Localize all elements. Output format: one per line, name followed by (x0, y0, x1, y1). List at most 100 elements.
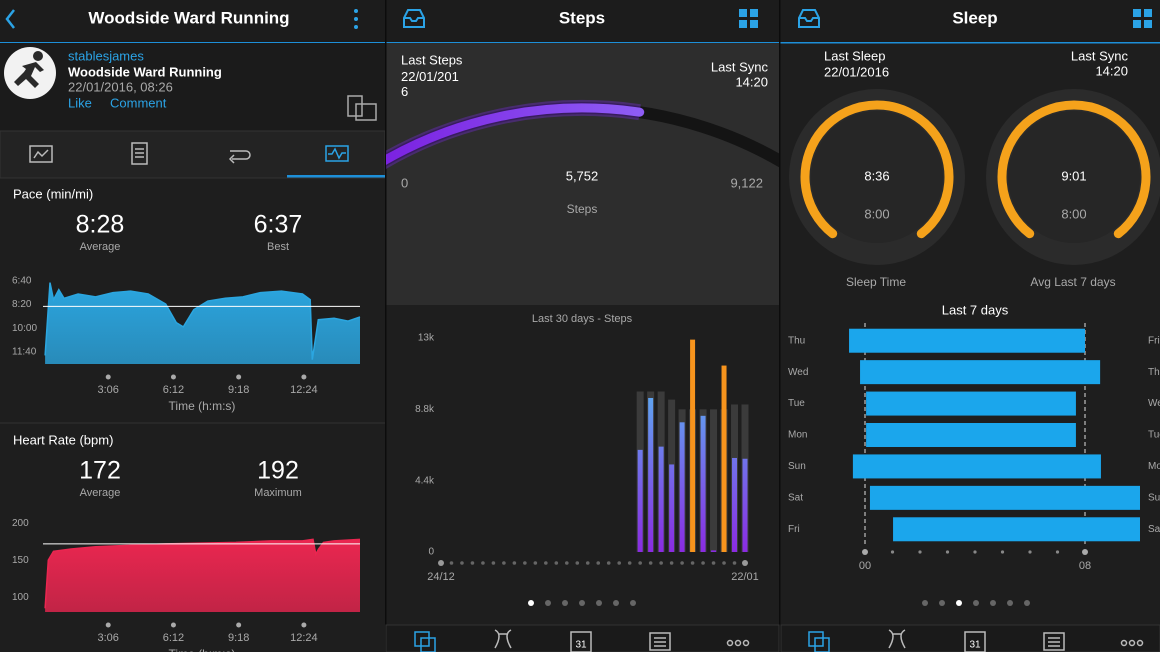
header-title: Steps (559, 8, 605, 27)
sleep-bar (869, 485, 1140, 510)
gauge-value: 5,752 (566, 168, 599, 183)
x-tick-dot (170, 374, 176, 380)
user-name[interactable]: stablesjames (68, 48, 144, 63)
sleep-bar (849, 328, 1085, 353)
nav-icons[interactable]: 31 (414, 629, 750, 652)
share-icon[interactable] (347, 95, 377, 121)
nav-calendar (570, 631, 592, 652)
minor-tick-dot (1028, 550, 1032, 554)
gauge-ring (800, 100, 954, 239)
last-sleep-date: 22/01/2016 (824, 64, 889, 79)
row-label: Mon (788, 430, 807, 441)
row-label: Tue (788, 398, 805, 409)
nav-more (1128, 639, 1136, 647)
tab-icons[interactable] (29, 142, 349, 165)
gauge-caption: Avg Last 7 days (1030, 275, 1115, 289)
page-dot (613, 600, 619, 606)
gauge-caption: Steps (567, 202, 598, 216)
gauge-value (386, 103, 645, 165)
grid-icon[interactable] (739, 9, 758, 28)
active-tab (287, 175, 385, 178)
last-sync-time: 14:20 (1095, 63, 1128, 78)
page-dot (596, 600, 602, 606)
x-tick-dot (236, 622, 242, 628)
page-dot (545, 600, 551, 606)
row-label: Sat (788, 492, 803, 503)
last-steps-label: Last Steps (401, 52, 463, 67)
row-end-label: Fri (1148, 335, 1160, 346)
back-icon[interactable] (5, 9, 15, 29)
gauge-goal: 8:00 (864, 206, 889, 221)
y-tick-label: 6:40 (12, 275, 32, 286)
page-dot (1007, 600, 1013, 606)
menu-icon[interactable] (354, 9, 358, 29)
nav-icons[interactable]: 31 (808, 629, 1144, 652)
sleep-bar (852, 454, 1101, 479)
x-tick-label: 9:18 (228, 632, 249, 644)
y-tick-label: 4.4k (415, 475, 435, 486)
x-tick-label: 9:18 (228, 384, 249, 396)
x-dot (627, 561, 632, 565)
section-title: Heart Rate (bpm) (13, 432, 113, 447)
gauge-goal: 9,122 (730, 175, 763, 190)
y-tick-label: 10:00 (12, 323, 37, 334)
sleep-bar (866, 391, 1076, 416)
header-title: Sleep (952, 8, 997, 27)
nav-trophy (494, 629, 512, 649)
grid-icon[interactable] (1133, 9, 1152, 28)
row-label: Thu (788, 335, 805, 346)
gauge-inner (811, 111, 943, 243)
sleep-bar (893, 517, 1140, 542)
x-dot (711, 561, 716, 565)
x-dot (606, 561, 611, 565)
x-tick-label: 08 (1079, 560, 1091, 572)
inbox-icon[interactable] (403, 9, 425, 28)
page-dot (562, 600, 568, 606)
last-sync-time: 14:20 (735, 74, 768, 89)
stat-value: 172 (79, 457, 121, 485)
chart-title: Last 30 days - Steps (532, 313, 633, 325)
x-tick-dot (105, 622, 111, 628)
row-label: Sun (788, 461, 806, 472)
x-tick-dot (862, 549, 868, 555)
nav-calendar-day: 31 (969, 640, 981, 651)
nav-news-lines (654, 637, 666, 647)
x-dot (481, 561, 485, 565)
x-tick-label: 12:24 (290, 384, 318, 396)
nav-more (1120, 639, 1128, 647)
x-dot (491, 561, 496, 565)
tab-bar (0, 130, 386, 179)
inbox-icon[interactable] (798, 9, 820, 28)
stat-value: 192 (257, 457, 299, 485)
x-dot (523, 561, 527, 565)
bar (669, 464, 675, 552)
goal-bar (710, 409, 718, 552)
page-dot (1024, 600, 1030, 606)
x-dot (575, 561, 580, 565)
runner-icon (14, 51, 44, 88)
activity-name: Woodside Ward Running (68, 64, 222, 79)
page-dot (990, 600, 996, 606)
bar (679, 422, 685, 552)
row-end-label: Thu (1148, 367, 1160, 378)
minor-tick-dot (1000, 550, 1005, 554)
nav-news-lines (1048, 637, 1060, 647)
x-dot (742, 560, 748, 566)
comment-link[interactable]: Comment (110, 95, 167, 110)
bar (721, 365, 727, 552)
x-dot (438, 560, 444, 566)
x-dot (669, 561, 674, 565)
bar (742, 458, 748, 552)
x-dot (460, 561, 464, 565)
x-tick-label: 22/01 (731, 571, 759, 583)
minor-tick-dot (890, 550, 895, 554)
x-axis-label: Time (h:m:s) (169, 399, 236, 413)
y-tick-label: 150 (12, 555, 29, 566)
x-dot (544, 561, 548, 565)
nav-more (726, 639, 734, 647)
minor-tick-dot (973, 550, 977, 554)
like-link[interactable]: Like (68, 95, 92, 110)
y-tick-label: 8.8k (415, 404, 435, 415)
y-tick-label: 100 (12, 592, 29, 603)
